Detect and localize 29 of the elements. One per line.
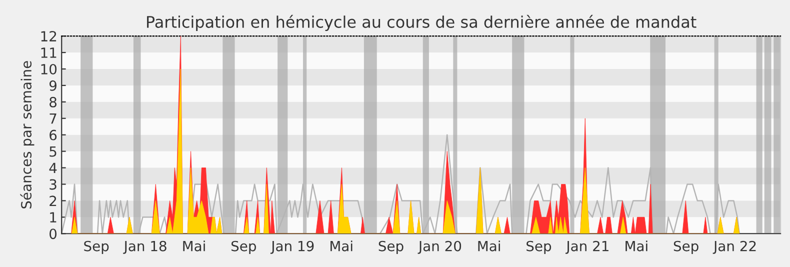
x-tick-label: Sep (526, 240, 552, 254)
x-tick-label: Jan 20 (418, 240, 462, 254)
y-tick-label: 9 (49, 80, 56, 91)
x-tick-label: Sep (84, 240, 109, 254)
x-tick-label: Jan 22 (712, 240, 756, 254)
y-tick-label: 12 (41, 31, 56, 42)
x-tick-label: Jan 21 (566, 240, 608, 254)
y-axis-title: Séances par semaine (20, 61, 34, 208)
x-tick-label: Mai (478, 240, 500, 252)
y-tick-label: 0 (50, 228, 57, 240)
y-tick-label: 2 (50, 196, 56, 206)
x-tick-label: Mai (626, 240, 648, 252)
y-tick-label: 6 (50, 130, 57, 140)
y-tick-label: 11 (41, 48, 56, 58)
y-tick-label: 7 (50, 114, 56, 124)
y-tick-label: 5 (50, 146, 56, 157)
chart-title: Participation en hémicycle au cours de sa dernière année de mandat (147, 14, 696, 32)
x-tick-label: Mai (330, 240, 352, 252)
y-tick-label: 10 (41, 64, 57, 74)
x-tick-label: Sep (674, 240, 698, 254)
x-tick-label: Jan 18 (123, 240, 166, 254)
x-tick-label: Sep (378, 240, 404, 254)
y-tick-label: 1 (50, 212, 56, 222)
x-tick-label: Sep (231, 240, 256, 254)
x-tick-label: Mai (183, 240, 205, 252)
x-tick-label: Jan 19 (270, 240, 314, 254)
y-tick-label: 4 (49, 162, 57, 174)
y-tick-label: 3 (50, 179, 56, 190)
y-tick-label: 8 (50, 96, 57, 108)
